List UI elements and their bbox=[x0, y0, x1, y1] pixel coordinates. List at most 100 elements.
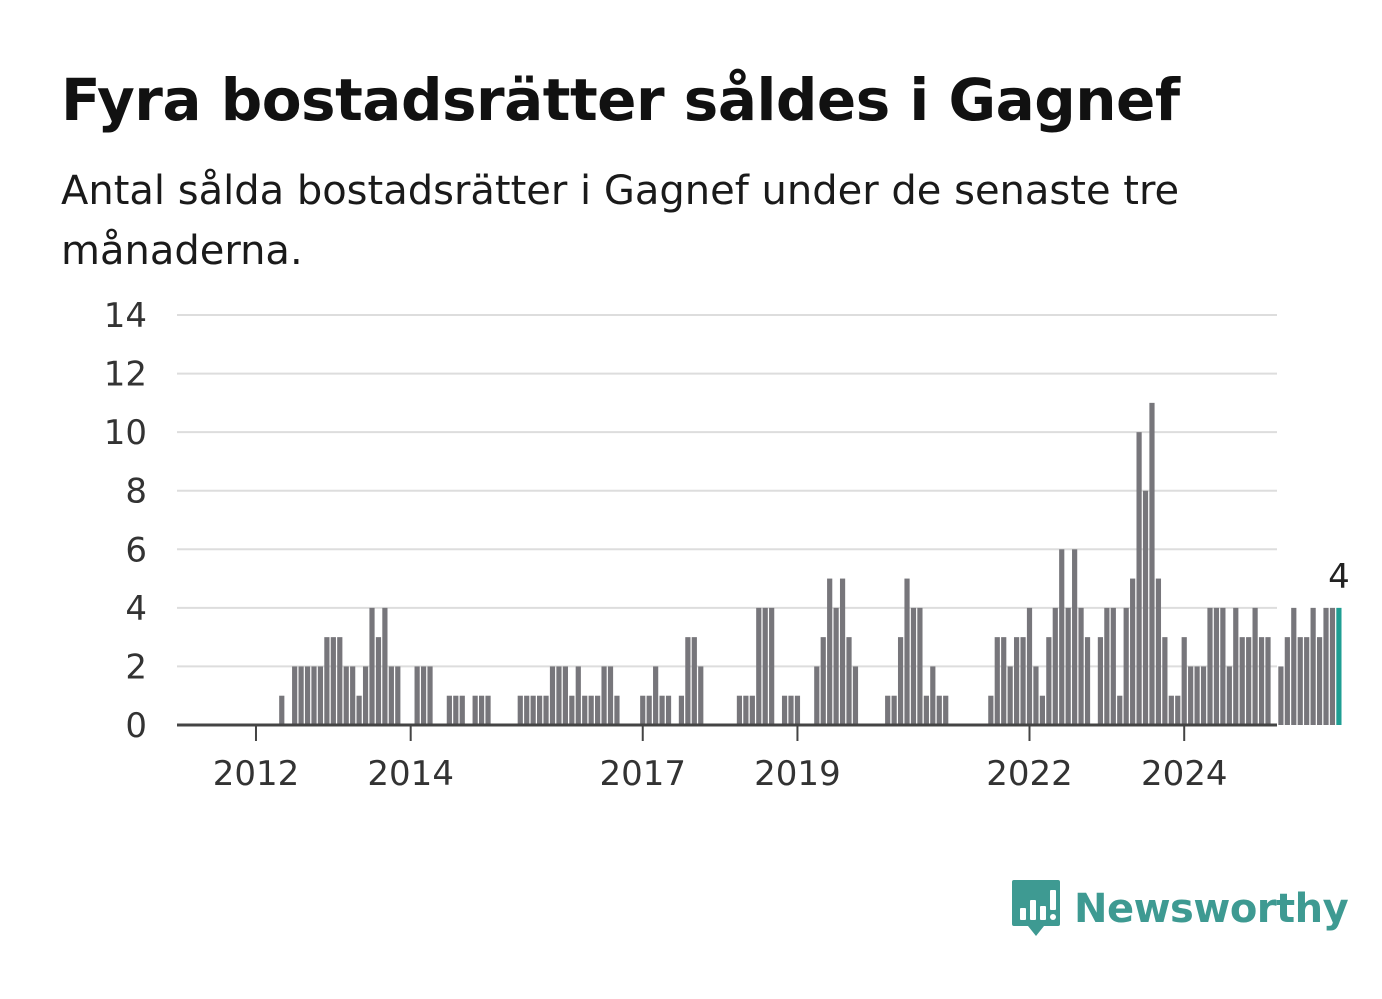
bar bbox=[382, 607, 388, 725]
brand-name: Newsworthy bbox=[1074, 886, 1349, 932]
bar bbox=[582, 695, 588, 725]
bar bbox=[1110, 607, 1116, 725]
bar bbox=[607, 666, 614, 725]
y-tick-label: 8 bbox=[125, 472, 147, 512]
bar bbox=[569, 695, 575, 725]
bar bbox=[1188, 666, 1194, 725]
bar bbox=[904, 578, 910, 725]
bar bbox=[1026, 607, 1033, 725]
bar bbox=[472, 695, 478, 725]
bar bbox=[1246, 637, 1252, 725]
bar bbox=[936, 695, 942, 725]
bar bbox=[1001, 637, 1007, 725]
bar bbox=[1052, 607, 1058, 725]
x-tick-label: 2017 bbox=[599, 754, 686, 794]
bar bbox=[1162, 637, 1168, 725]
bar bbox=[1175, 695, 1181, 725]
bar bbox=[988, 695, 994, 725]
bar bbox=[1084, 637, 1091, 725]
bar bbox=[1329, 607, 1336, 725]
bar bbox=[1304, 637, 1310, 725]
bar bbox=[549, 666, 556, 725]
x-tick-label: 2012 bbox=[213, 754, 300, 794]
y-tick-label: 10 bbox=[104, 413, 147, 453]
bar-latest bbox=[1336, 607, 1342, 725]
bar bbox=[1097, 637, 1104, 725]
bar bbox=[1149, 402, 1155, 725]
bar bbox=[1252, 607, 1258, 725]
bar bbox=[1046, 637, 1052, 725]
bar bbox=[1059, 549, 1065, 725]
bar bbox=[414, 666, 420, 725]
bar bbox=[820, 637, 826, 725]
bar bbox=[1007, 666, 1013, 725]
bar bbox=[330, 637, 336, 725]
bar bbox=[1065, 607, 1071, 725]
bar bbox=[1310, 607, 1316, 725]
bar bbox=[1194, 666, 1200, 725]
bar bbox=[885, 695, 891, 725]
bar bbox=[1291, 607, 1297, 725]
bar bbox=[1323, 607, 1329, 725]
bar bbox=[917, 607, 923, 725]
bar bbox=[1200, 666, 1207, 725]
bar bbox=[1168, 695, 1174, 725]
bar bbox=[833, 607, 839, 725]
bar bbox=[1284, 637, 1290, 725]
x-axis-ticks: 2012 2014 2017 2019 2022 2024 bbox=[213, 725, 1227, 794]
bar bbox=[1072, 549, 1078, 725]
bar bbox=[1020, 637, 1026, 725]
bar bbox=[698, 666, 704, 725]
bar bbox=[524, 695, 530, 725]
bar bbox=[420, 666, 427, 725]
y-tick-label: 12 bbox=[104, 355, 147, 395]
bar bbox=[736, 695, 743, 725]
bar bbox=[279, 695, 285, 725]
bar bbox=[427, 666, 433, 725]
bar bbox=[1033, 666, 1039, 725]
bar bbox=[685, 637, 691, 725]
bar bbox=[769, 607, 775, 725]
gridlines bbox=[177, 314, 1277, 668]
bar bbox=[350, 666, 356, 725]
bar bbox=[1142, 490, 1149, 725]
y-tick-label: 4 bbox=[125, 589, 147, 629]
bar bbox=[749, 695, 755, 725]
bar bbox=[530, 695, 536, 725]
bars bbox=[279, 402, 1342, 725]
bar bbox=[1297, 637, 1303, 725]
bar bbox=[994, 637, 1000, 725]
bar bbox=[356, 695, 362, 725]
x-tick-label: 2022 bbox=[986, 754, 1073, 794]
bar bbox=[794, 695, 801, 725]
bar bbox=[756, 607, 762, 725]
y-tick-label: 0 bbox=[125, 706, 147, 746]
bar bbox=[1265, 637, 1271, 725]
bar bbox=[891, 695, 897, 725]
bar-chart: 0 2 4 6 8 10 12 14 2012 2014 2017 2019 2022 2024 4 bbox=[104, 296, 1350, 794]
bar bbox=[1233, 607, 1239, 725]
bar bbox=[1181, 637, 1187, 725]
latest-value-label: 4 bbox=[1328, 557, 1350, 597]
bar bbox=[304, 666, 311, 725]
bar bbox=[1130, 578, 1136, 725]
x-tick-label: 2019 bbox=[754, 754, 841, 794]
chart-subtitle: Antal sålda bostadsrätter i Gagnef under… bbox=[61, 168, 1180, 274]
bar bbox=[317, 666, 324, 725]
bar bbox=[395, 666, 401, 725]
bar bbox=[788, 695, 794, 725]
bar bbox=[846, 637, 852, 725]
bar bbox=[556, 666, 562, 725]
bar bbox=[814, 666, 820, 725]
bar bbox=[762, 607, 768, 725]
bar bbox=[640, 695, 646, 725]
y-axis-ticks: 0 2 4 6 8 10 12 14 bbox=[104, 296, 147, 746]
bar bbox=[388, 666, 394, 725]
bar bbox=[852, 666, 859, 725]
bar bbox=[839, 578, 846, 725]
bar bbox=[1258, 637, 1265, 725]
bar bbox=[292, 666, 298, 725]
bar bbox=[343, 666, 349, 725]
bar bbox=[1207, 607, 1213, 725]
bar bbox=[943, 695, 949, 725]
